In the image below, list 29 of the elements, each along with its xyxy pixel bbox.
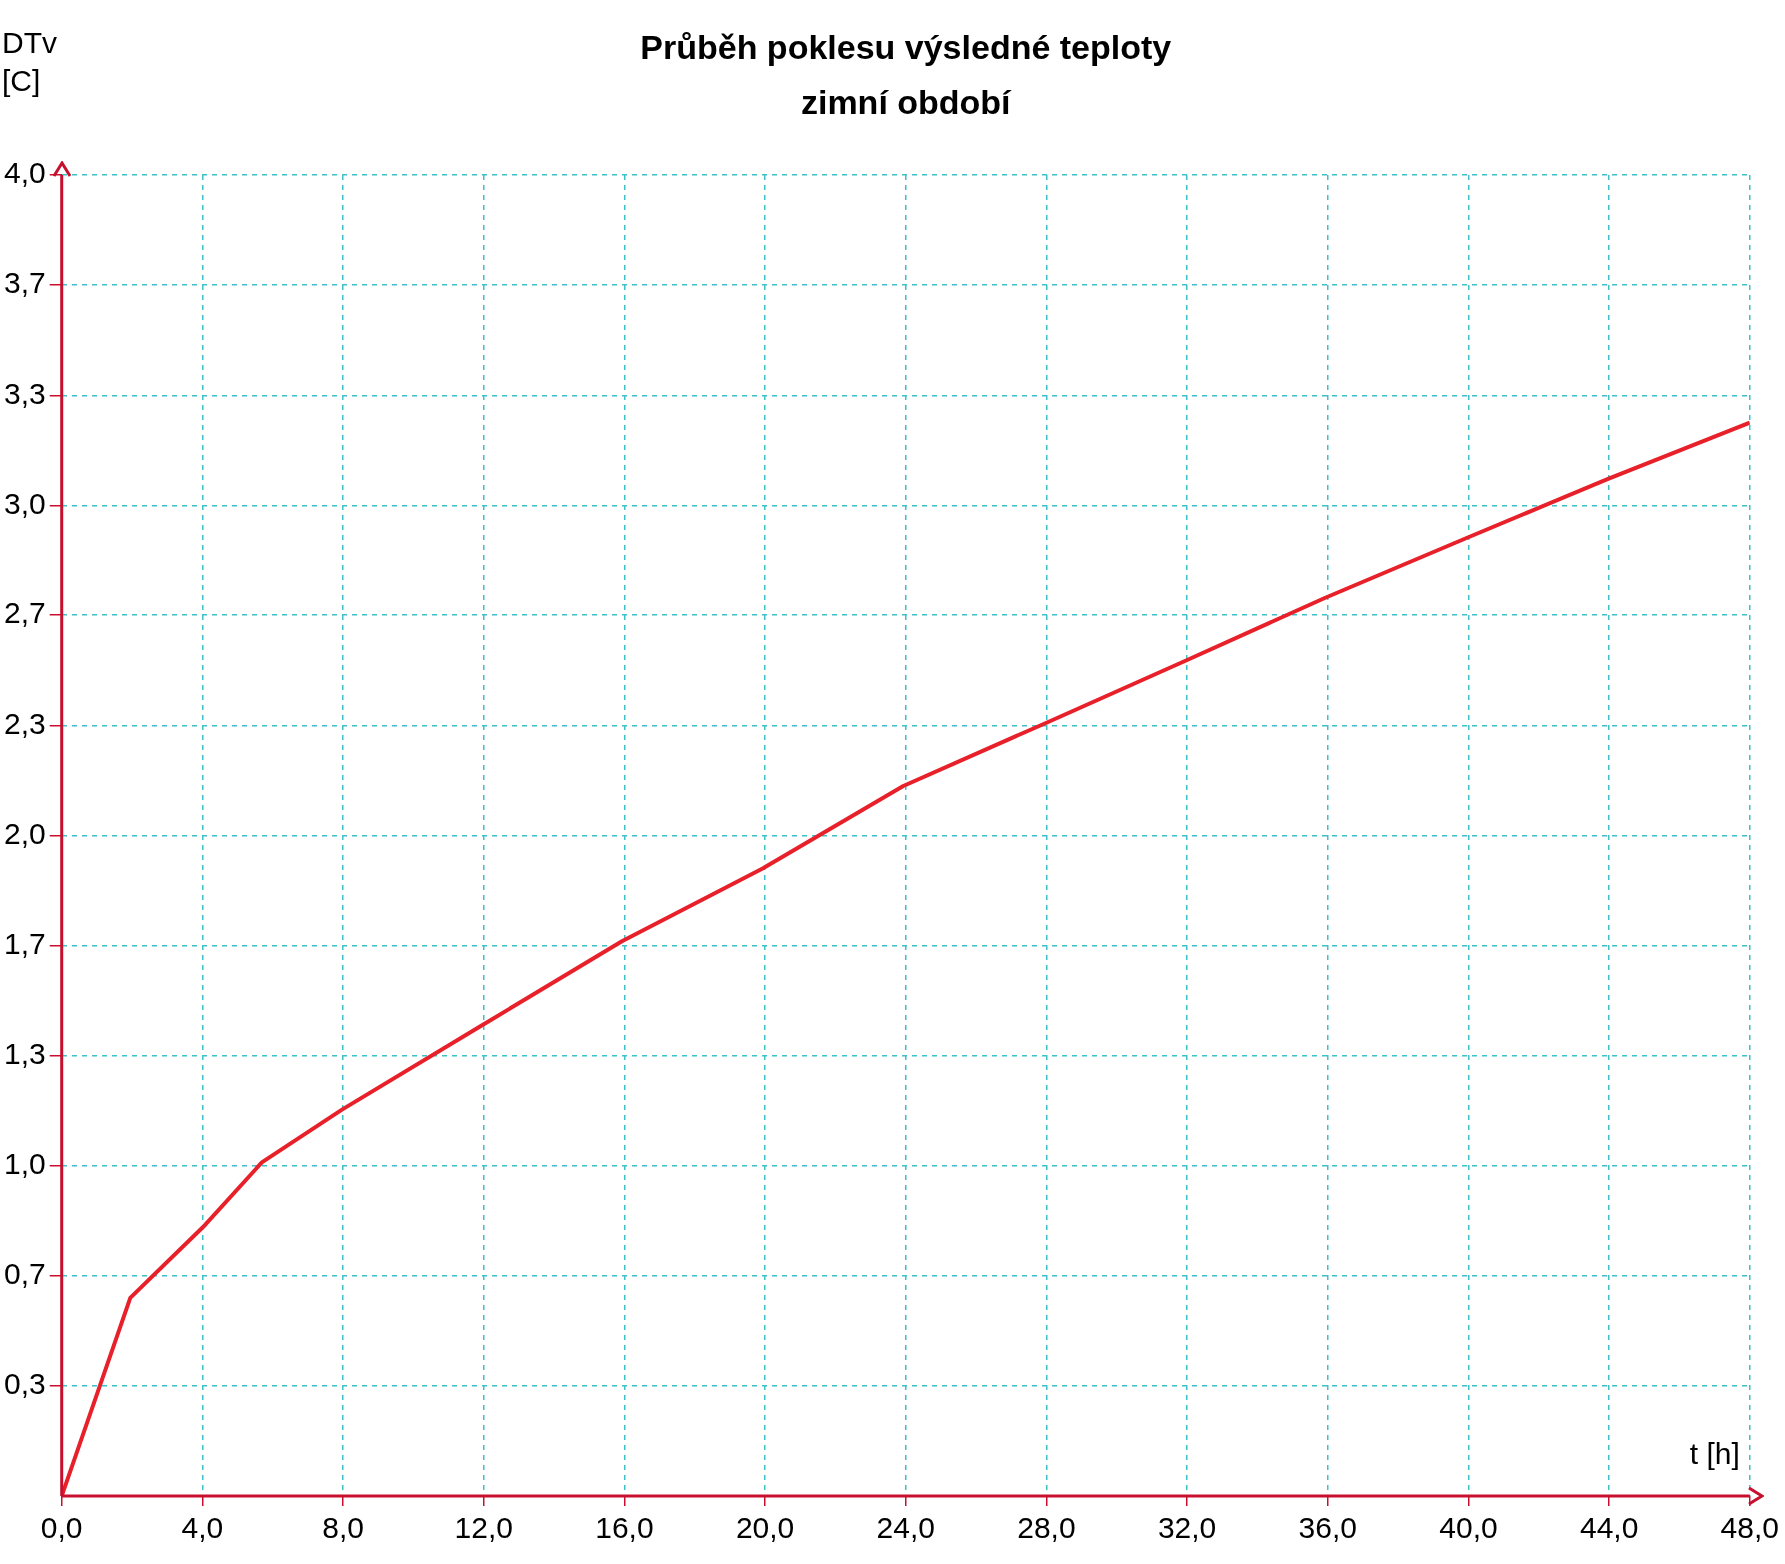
y-axis-title: DTv [C]	[2, 26, 57, 98]
x-tick-label: 32,0	[1157, 1511, 1217, 1545]
y-tick-label: 3,0	[3, 486, 46, 520]
y-tick-label: 1,7	[3, 926, 46, 960]
x-tick-label: 40,0	[1439, 1511, 1498, 1545]
x-tick-label: 24,0	[876, 1511, 935, 1545]
y-tick-label: 4,0	[3, 156, 46, 190]
x-tick-label: 36,0	[1298, 1511, 1357, 1545]
x-tick-label: 20,0	[735, 1511, 795, 1545]
y-tick-label: 3,7	[3, 266, 46, 300]
x-tick-label: 16,0	[595, 1511, 654, 1545]
x-axis-title: t [h]	[1689, 1437, 1740, 1471]
x-tick-label: 8,0	[322, 1511, 364, 1545]
x-tick-label: 0,0	[40, 1511, 83, 1545]
y-tick-label: 3,3	[3, 376, 46, 410]
x-tick-label: 4,0	[181, 1511, 224, 1545]
y-tick-label: 2,3	[3, 706, 46, 740]
x-tick-label: 28,0	[1017, 1511, 1076, 1545]
y-tick-label: 0,3	[3, 1367, 46, 1401]
y-tick-label: 1,3	[3, 1037, 46, 1071]
x-tick-label: 12,0	[454, 1511, 513, 1545]
x-tick-label: 44,0	[1579, 1511, 1639, 1545]
chart-subtitle: zimní období	[800, 83, 1013, 122]
y-tick-label: 2,7	[3, 596, 46, 630]
y-tick-label: 1,0	[3, 1147, 46, 1181]
chart-title: Průběh poklesu výsledné teploty	[640, 28, 1172, 67]
y-tick-label: 0,7	[3, 1256, 46, 1290]
x-tick-label: 48,0	[1720, 1511, 1779, 1545]
y-tick-label: 2,0	[3, 816, 46, 850]
